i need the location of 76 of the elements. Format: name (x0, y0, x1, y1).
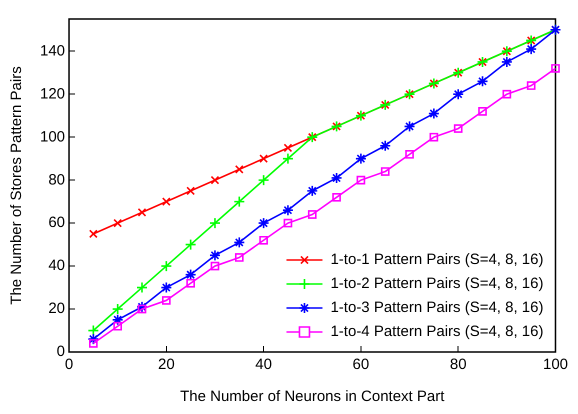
point (284, 218, 292, 228)
y-tick-label: 20 (48, 300, 66, 318)
y-tick-label: 140 (40, 42, 66, 60)
point (88, 333, 100, 345)
point (282, 204, 294, 216)
point (233, 236, 246, 248)
point (89, 339, 98, 348)
point (551, 64, 560, 73)
point (525, 43, 537, 55)
y-tick-label: 60 (48, 214, 66, 232)
point (160, 282, 172, 294)
point (355, 152, 367, 164)
point (233, 196, 246, 208)
point (209, 250, 221, 262)
point (138, 208, 146, 217)
point (186, 186, 195, 196)
x-axis-title: The Number of Neurons in Context Part (180, 388, 446, 406)
point (379, 140, 392, 152)
point (282, 152, 294, 164)
point (186, 278, 195, 288)
x-tick-label: 100 (542, 356, 568, 374)
point (234, 253, 244, 262)
point (136, 301, 148, 313)
x-tick-label: 80 (450, 356, 467, 374)
legend-label: 1-to-3 Pattern Pairs (S=4, 8, 16) (330, 299, 544, 316)
y-tick-label: 120 (40, 85, 66, 102)
point (478, 107, 487, 116)
legend-label: 1-to-2 Pattern Pairs (S=4, 8, 16) (330, 275, 544, 292)
point (112, 314, 124, 326)
point (162, 197, 171, 206)
point (356, 176, 366, 184)
point (430, 132, 438, 142)
point (284, 144, 292, 152)
point (454, 124, 463, 133)
point (258, 217, 270, 229)
point (428, 108, 440, 120)
point (234, 165, 244, 174)
point (308, 210, 317, 219)
point (113, 322, 122, 331)
point (138, 304, 146, 314)
point (184, 268, 196, 280)
y-tick-label: 0 (56, 343, 66, 360)
point (160, 260, 172, 272)
point (259, 154, 268, 163)
point (330, 172, 342, 184)
point (113, 218, 122, 228)
point (380, 167, 390, 176)
x-tick-label: 20 (158, 356, 175, 374)
point (306, 185, 318, 197)
point (162, 296, 171, 305)
point (501, 56, 513, 68)
point (112, 303, 124, 315)
x-tick-label: 60 (352, 356, 370, 374)
point (210, 176, 220, 184)
point (259, 236, 268, 245)
y-axis-title: The Number of Stores Pattern Pairs (8, 66, 26, 305)
point (332, 192, 341, 202)
point (404, 120, 416, 132)
point (526, 81, 536, 90)
point (210, 262, 220, 270)
point (209, 217, 221, 229)
y-tick-label: 40 (48, 257, 66, 274)
point (89, 230, 98, 238)
point (476, 76, 488, 88)
point (184, 238, 196, 250)
y-tick-label: 80 (48, 171, 66, 188)
y-tick-label: 100 (40, 128, 66, 146)
point (502, 90, 512, 99)
point (88, 324, 100, 336)
point (452, 88, 464, 100)
x-tick-label: 40 (255, 356, 272, 374)
point (258, 174, 270, 186)
legend-label: 1-to-4 Pattern Pairs (S=4, 8, 16) (330, 323, 544, 340)
point (405, 150, 414, 159)
legend-label: 1-to-1 Pattern Pairs (S=4, 8, 16) (330, 251, 544, 268)
point (136, 282, 148, 294)
